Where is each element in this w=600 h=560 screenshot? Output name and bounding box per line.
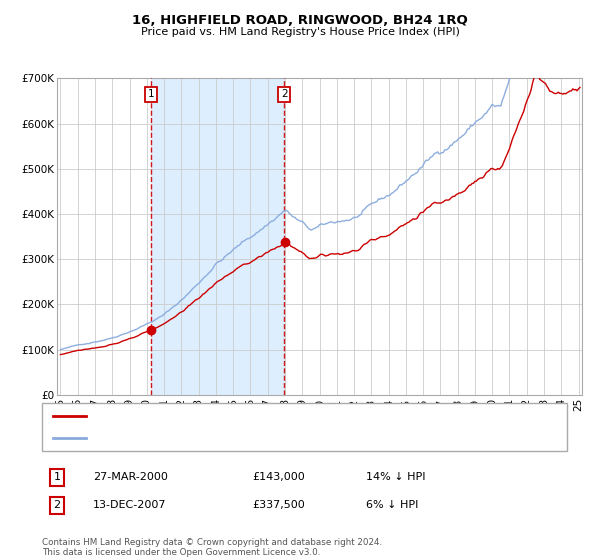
Text: 2: 2 [53,500,61,510]
Text: 6% ↓ HPI: 6% ↓ HPI [366,500,418,510]
Text: £143,000: £143,000 [252,472,305,482]
Text: 27-MAR-2000: 27-MAR-2000 [93,472,168,482]
Text: Contains HM Land Registry data © Crown copyright and database right 2024.
This d: Contains HM Land Registry data © Crown c… [42,538,382,557]
Text: 2: 2 [281,90,287,100]
Text: 16, HIGHFIELD ROAD, RINGWOOD, BH24 1RQ: 16, HIGHFIELD ROAD, RINGWOOD, BH24 1RQ [132,14,468,27]
Text: Price paid vs. HM Land Registry's House Price Index (HPI): Price paid vs. HM Land Registry's House … [140,27,460,37]
Text: 14% ↓ HPI: 14% ↓ HPI [366,472,425,482]
Text: £337,500: £337,500 [252,500,305,510]
Text: 1: 1 [148,90,154,100]
Bar [151,78,284,395]
Text: HPI: Average price, detached house, New Forest: HPI: Average price, detached house, New … [91,433,331,443]
Text: 16, HIGHFIELD ROAD, RINGWOOD, BH24 1RQ (detached house): 16, HIGHFIELD ROAD, RINGWOOD, BH24 1RQ (… [91,411,409,421]
Text: 13-DEC-2007: 13-DEC-2007 [93,500,167,510]
Text: 1: 1 [53,472,61,482]
